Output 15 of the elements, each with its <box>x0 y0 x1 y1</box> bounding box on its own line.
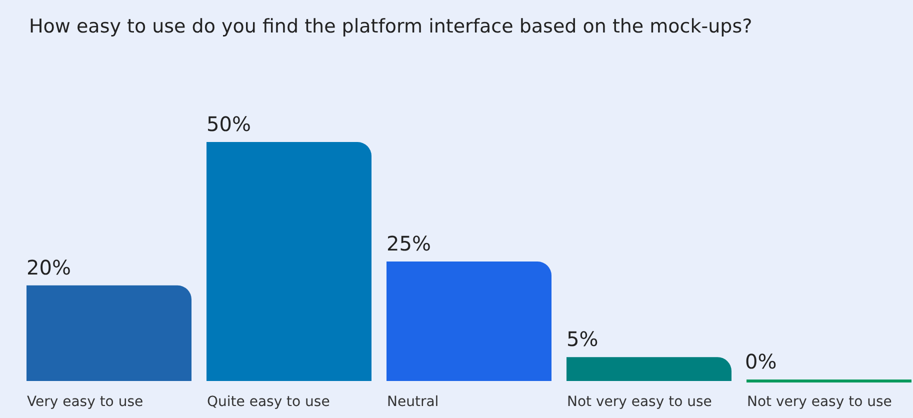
x-tick-label: Very easy to use <box>27 394 144 410</box>
data-label: 20% <box>26 255 71 280</box>
x-tick-label: Not very easy to use <box>747 394 892 410</box>
x-tick-label: Quite easy to use <box>207 394 330 410</box>
bar <box>566 357 732 381</box>
bar <box>386 262 552 381</box>
bar <box>26 285 192 381</box>
data-label: 5% <box>566 327 598 352</box>
bar <box>206 142 372 381</box>
data-label: 50% <box>206 112 251 136</box>
x-tick-label: Not very easy to use <box>567 394 712 410</box>
x-tick-label: Neutral <box>387 394 439 410</box>
data-label: 0% <box>745 350 777 374</box>
data-label: 25% <box>386 232 431 256</box>
chart-title: How easy to use do you find the platform interface based on the mock-ups? <box>29 16 752 38</box>
